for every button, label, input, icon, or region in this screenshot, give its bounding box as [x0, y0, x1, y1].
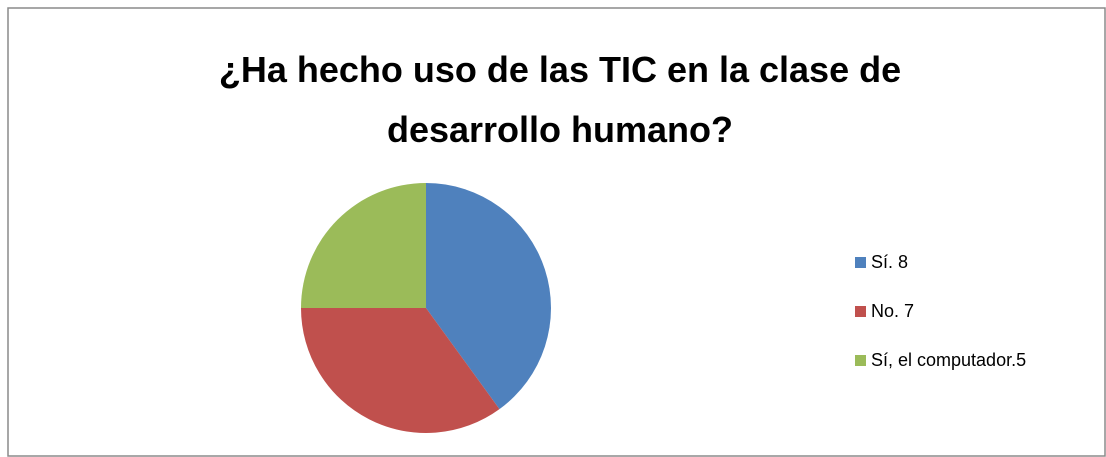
chart-title: ¿Ha hecho uso de las TIC en la clase de … — [218, 49, 902, 150]
pie-slice — [301, 183, 426, 308]
legend-label: No. 7 — [871, 301, 914, 321]
legend-swatch — [855, 306, 866, 317]
pie-slice — [301, 308, 500, 433]
legend-swatch — [855, 355, 866, 366]
pie-slice — [426, 183, 552, 410]
legend-label: Sí, el computador.5 — [871, 350, 1026, 370]
legend-label: Sí. 8 — [871, 252, 908, 272]
legend-swatch — [855, 257, 866, 268]
chart-border — [7, 7, 1106, 457]
